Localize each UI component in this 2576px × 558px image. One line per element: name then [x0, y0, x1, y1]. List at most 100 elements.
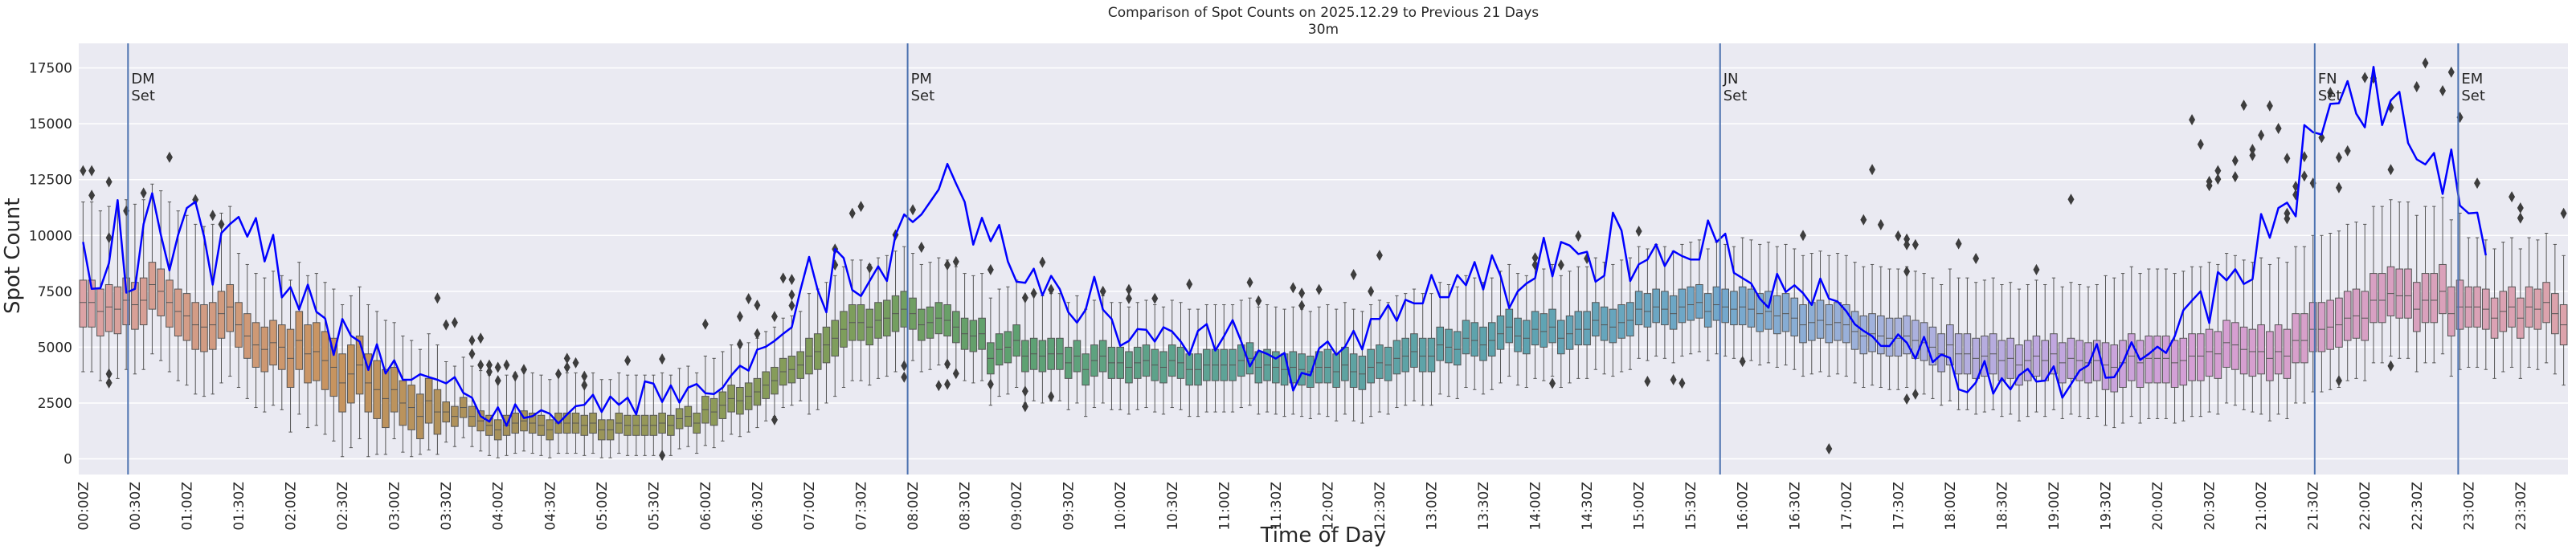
- box-iqr: [104, 283, 113, 332]
- outlier-point: [1246, 276, 1253, 288]
- box-156: [1427, 293, 1436, 406]
- box-iqr: [1401, 337, 1409, 373]
- box-118: [1098, 295, 1107, 404]
- box-84: [805, 293, 813, 415]
- x-tick-label: 16:00Z: [1736, 482, 1752, 531]
- box-270: [2412, 214, 2421, 373]
- box-241: [2161, 268, 2170, 419]
- box-iqr: [1669, 295, 1678, 330]
- marker-label-set: Set: [1723, 88, 1748, 104]
- box-229: [2058, 286, 2067, 419]
- outlier-point: [1644, 375, 1651, 387]
- box-262: [2343, 223, 2352, 381]
- outlier-point: [1039, 256, 1046, 268]
- box-258: [2308, 234, 2317, 393]
- box-72: [701, 356, 709, 446]
- box-iqr: [1885, 317, 1894, 357]
- box-iqr: [2283, 328, 2292, 379]
- box-12: [182, 214, 191, 386]
- box-136: [1254, 306, 1263, 415]
- box-204: [1842, 255, 1850, 377]
- x-tick-label: 13:30Z: [1476, 482, 1492, 531]
- box-43: [451, 365, 459, 447]
- box-269: [2404, 202, 2412, 359]
- box-272: [2430, 206, 2439, 364]
- box-92: [874, 257, 882, 379]
- outlier-point: [935, 380, 942, 392]
- x-tick-label: 17:30Z: [1891, 482, 1907, 531]
- box-56: [562, 372, 571, 454]
- outlier-point: [2214, 165, 2222, 177]
- box-iqr: [1634, 291, 1643, 326]
- x-tick-label: 10:30Z: [1165, 482, 1181, 531]
- box-iqr: [2308, 302, 2317, 352]
- marker-label-set: Set: [2461, 88, 2485, 104]
- box-iqr: [2439, 263, 2447, 315]
- box-117: [1090, 299, 1098, 409]
- box-142: [1306, 311, 1315, 419]
- box-13: [191, 223, 200, 395]
- box-iqr: [1617, 304, 1625, 339]
- box-iqr: [2430, 273, 2439, 324]
- outlier-point: [2300, 151, 2308, 163]
- marker-label-set: Set: [131, 88, 155, 104]
- box-188: [1703, 248, 1712, 361]
- box-193: [1747, 239, 1756, 361]
- box-iqr: [1643, 293, 1652, 328]
- box-275: [2455, 212, 2464, 370]
- outlier-point: [218, 218, 225, 230]
- box-187: [1695, 239, 1703, 352]
- x-tick-label: 00:30Z: [128, 482, 144, 531]
- box-iqr: [1592, 302, 1600, 336]
- box-iqr: [1367, 348, 1375, 384]
- box-iqr: [1652, 288, 1660, 324]
- marker-label: FN: [2318, 71, 2337, 88]
- box-103: [969, 275, 978, 384]
- box-iqr: [1807, 302, 1816, 341]
- outlier-point: [2284, 213, 2291, 225]
- box-219: [1972, 282, 1980, 415]
- box-101: [952, 266, 960, 375]
- outlier-point: [624, 355, 632, 367]
- box-71: [693, 372, 701, 454]
- outlier-point: [1912, 238, 1919, 250]
- outlier-point: [659, 450, 666, 462]
- outlier-point: [788, 274, 795, 286]
- box-59: [589, 372, 597, 454]
- x-tick-label: 02:30Z: [335, 482, 351, 531]
- outlier-point: [2560, 207, 2567, 219]
- box-iqr: [191, 302, 200, 350]
- outlier-point: [88, 189, 96, 202]
- marker-label: EM: [2461, 71, 2483, 88]
- box-iqr: [1678, 288, 1687, 324]
- box-iqr: [2326, 299, 2334, 350]
- box-iqr: [1842, 304, 1850, 344]
- box-154: [1410, 288, 1418, 401]
- box-iqr: [1626, 302, 1634, 336]
- box-230: [2067, 282, 2075, 415]
- box-iqr: [1834, 302, 1842, 341]
- box-61: [606, 379, 615, 458]
- box-159: [1453, 286, 1462, 399]
- outlier-point: [1670, 374, 1677, 386]
- y-tick-label: 7500: [38, 284, 72, 300]
- box-205: [1850, 262, 1859, 384]
- outlier-point: [771, 413, 778, 426]
- box-iqr: [2188, 333, 2196, 381]
- outlier-point: [2327, 87, 2334, 99]
- box-245: [2197, 266, 2205, 417]
- box-iqr: [139, 277, 148, 326]
- box-iqr: [1384, 346, 1392, 381]
- box-171: [1557, 275, 1565, 388]
- box-82: [787, 315, 796, 406]
- x-tick-label: 16:30Z: [1787, 482, 1803, 531]
- outlier-point: [2387, 164, 2394, 176]
- box-iqr: [1376, 344, 1384, 379]
- box-0: [79, 202, 88, 373]
- box-215: [1937, 283, 1945, 406]
- box-76: [736, 346, 744, 438]
- outlier-point: [140, 187, 147, 199]
- outlier-point: [572, 356, 579, 369]
- outlier-point: [88, 165, 96, 177]
- box-281: [2508, 237, 2516, 368]
